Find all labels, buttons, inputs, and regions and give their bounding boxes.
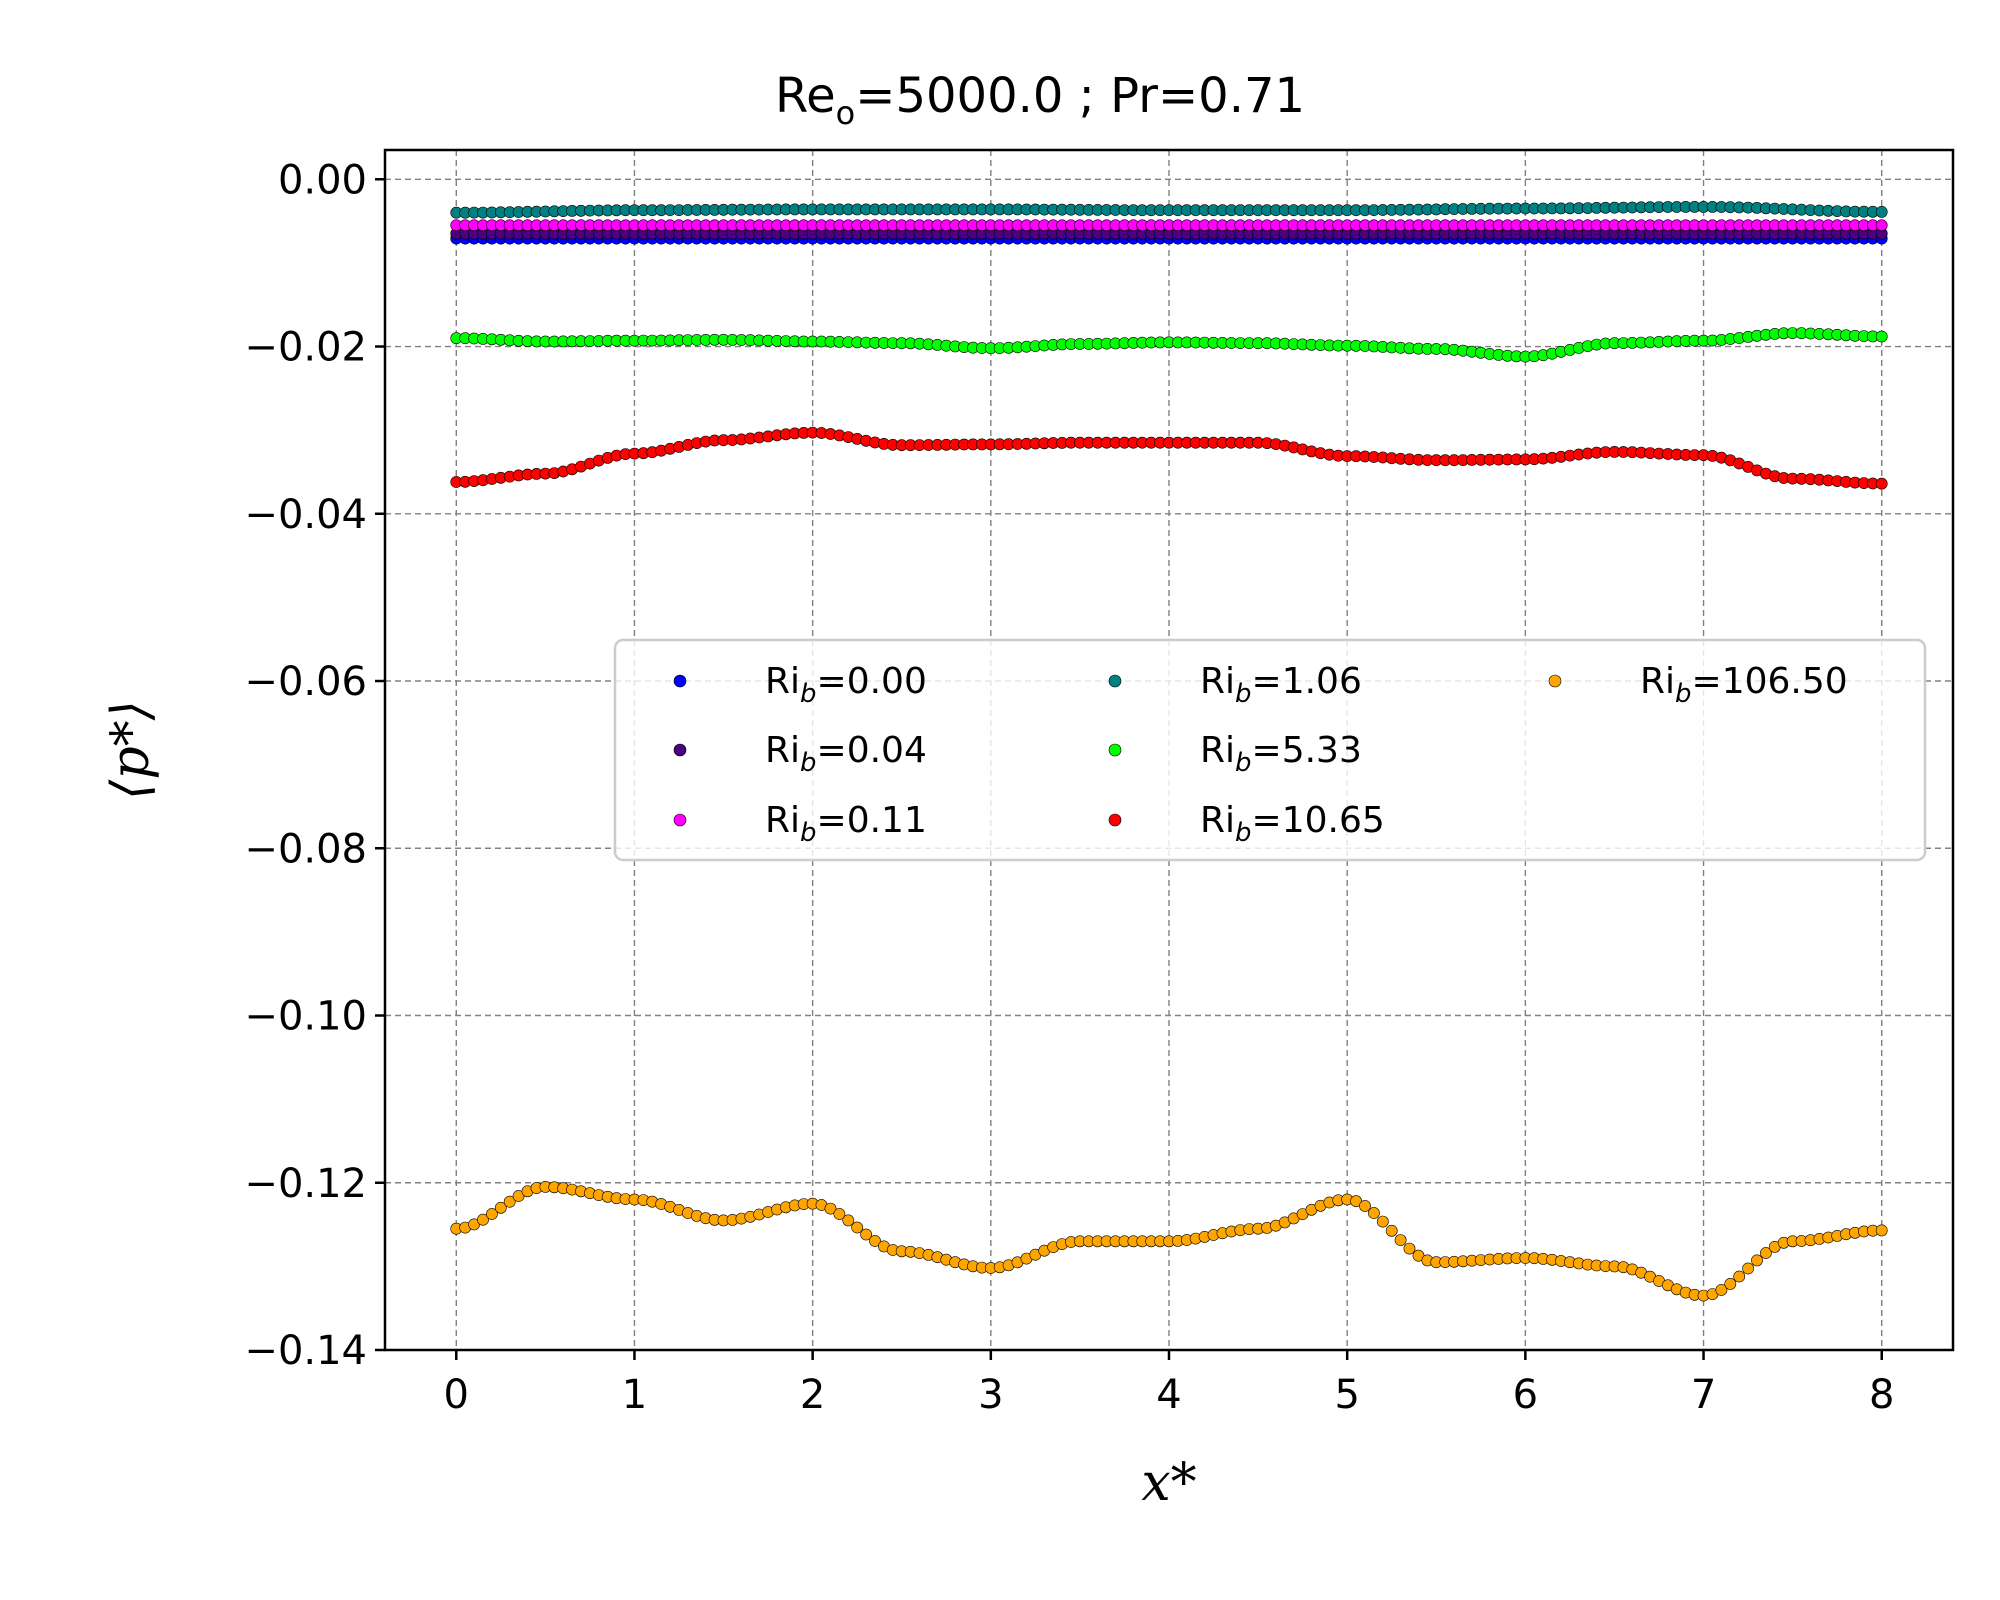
legend-item: Rib=1.06 (1108, 661, 1362, 709)
data-point (1875, 330, 1888, 343)
y-tick-label: −0.06 (244, 659, 367, 705)
legend-marker (1108, 813, 1122, 827)
y-tick-label: −0.10 (244, 994, 367, 1040)
data-point (503, 1195, 516, 1208)
y-tick-label: −0.04 (244, 492, 367, 538)
y-tick-label: −0.08 (244, 826, 367, 872)
y-tick-label: −0.02 (244, 325, 367, 371)
legend-item: Rib=106.50 (1548, 661, 1848, 709)
legend-marker (1108, 743, 1122, 757)
y-axis-label: ⟨p*⟩ (101, 700, 161, 800)
data-point (1394, 1234, 1407, 1246)
legend-marker (1108, 674, 1122, 688)
data-point (1403, 1242, 1416, 1255)
data-point (824, 1202, 837, 1215)
data-point (1875, 1224, 1888, 1237)
data-point (1742, 1262, 1754, 1275)
data-points (450, 200, 1888, 1302)
legend-marker (673, 674, 687, 688)
legend-item: Rib=0.11 (673, 800, 927, 848)
legend-item: Rib=0.04 (673, 730, 927, 778)
x-axis-label: x* (1141, 1453, 1196, 1513)
data-point (1385, 1224, 1398, 1237)
data-point (842, 1214, 855, 1227)
data-point (485, 1208, 498, 1220)
x-tick-label: 0 (444, 1372, 469, 1418)
data-point (1368, 1207, 1380, 1219)
legend-marker (1548, 674, 1562, 688)
legend-marker (673, 813, 687, 827)
data-point (851, 1221, 864, 1234)
legend-marker (673, 743, 687, 757)
series-5 (450, 426, 1888, 490)
series-2 (450, 219, 1888, 232)
x-tick-label: 7 (1691, 1372, 1716, 1418)
legend-label: Rib=0.00 (765, 661, 927, 709)
y-tick-label: −0.14 (244, 1328, 367, 1374)
x-tick-label: 5 (1334, 1372, 1359, 1418)
x-tick-label: 3 (978, 1372, 1003, 1418)
legend-label: Rib=10.65 (1200, 800, 1385, 848)
legend-frame (613, 638, 1927, 862)
x-tick-label: 2 (800, 1372, 825, 1418)
data-point (860, 1228, 872, 1241)
data-point (1715, 1284, 1728, 1296)
data-point (477, 1213, 489, 1226)
data-point (1875, 219, 1888, 232)
series-1 (450, 227, 1888, 240)
data-point (833, 1208, 846, 1220)
x-tick-label: 8 (1869, 1372, 1894, 1418)
data-point (494, 1201, 507, 1214)
axis-ticks: 0 1 2 3 4 5 6 7 8 0.00 −0.02 −0.04 −0.06 −0.08 −0.10 −0… (244, 157, 1894, 1418)
x-tick-label: 6 (1513, 1372, 1538, 1418)
chart-title: Reo=5000.0 ; Pr=0.71 (775, 68, 1305, 132)
data-point (869, 1235, 881, 1247)
series-6 (450, 1181, 1888, 1302)
series-4 (450, 327, 1888, 363)
legend: Rib=0.00 Rib=0.04 Rib=0.11 Rib=1.06 Rib=5.33… (613, 638, 1927, 862)
y-tick-label: −0.12 (244, 1161, 367, 1207)
data-point (1376, 1215, 1389, 1228)
data-point (1875, 205, 1888, 218)
legend-label: Rib=0.04 (765, 730, 927, 778)
legend-item: Rib=0.00 (673, 661, 927, 709)
data-point (1751, 1254, 1763, 1267)
y-tick-label: 0.00 (278, 157, 367, 203)
data-point (1724, 1278, 1737, 1290)
data-point (1875, 477, 1888, 490)
x-tick-label: 1 (622, 1372, 647, 1418)
data-point (1359, 1200, 1371, 1212)
legend-label: Rib=1.06 (1200, 661, 1362, 709)
legend-item: Rib=10.65 (1108, 800, 1385, 848)
legend-label: Rib=0.11 (765, 800, 927, 848)
legend-label: Rib=5.33 (1200, 730, 1362, 778)
data-point (1760, 1247, 1772, 1259)
series-3 (450, 200, 1888, 219)
legend-label: Rib=106.50 (1640, 661, 1848, 709)
x-tick-label: 4 (1156, 1372, 1181, 1418)
data-point (1733, 1270, 1746, 1283)
legend-item: Rib=5.33 (1108, 730, 1362, 778)
